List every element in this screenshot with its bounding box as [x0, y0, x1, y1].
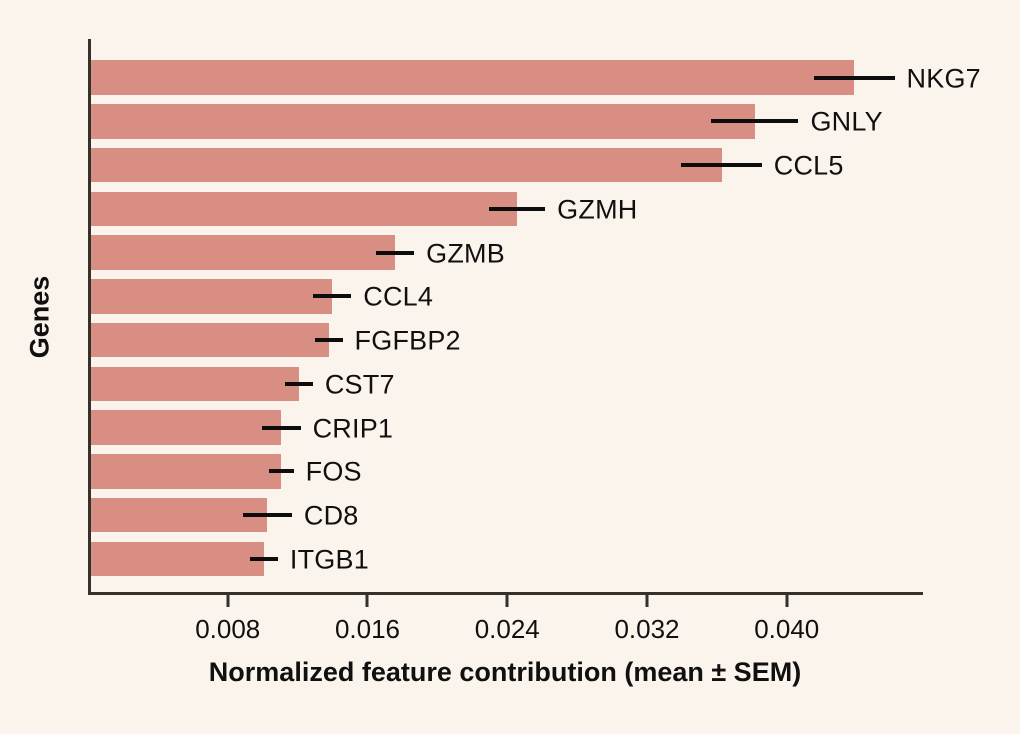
bar-ccl5	[91, 147, 722, 183]
x-axis-label: Normalized feature contribution (mean ± …	[208, 657, 802, 687]
error-bar-cst7	[284, 381, 313, 386]
gene-label-ccl4: CCL4	[363, 281, 434, 312]
gene-label-gzmh: GZMH	[557, 194, 638, 225]
gene-label-gnly: GNLY	[810, 106, 883, 137]
bar-fgfbp2	[91, 322, 329, 358]
x-tick-0.016	[365, 595, 369, 607]
bar-fos	[91, 454, 282, 489]
bar-ccl4	[91, 279, 333, 314]
error-bar-cd8	[242, 513, 292, 518]
gene-label-fgfbp2: FGFBP2	[354, 325, 461, 356]
gene-label-crip1: CRIP1	[312, 413, 394, 444]
error-bar-gnly	[711, 119, 799, 124]
x-tick-label-0.024: 0.024	[474, 614, 540, 644]
error-bar-ccl5	[681, 163, 762, 168]
bar-crip1	[91, 410, 282, 445]
bar-gzmh	[91, 191, 518, 227]
error-bar-gzmh	[489, 206, 546, 211]
error-bar-fos	[269, 469, 294, 474]
x-tick-0.008	[226, 595, 230, 607]
gene-label-ccl5: CCL5	[773, 150, 844, 181]
error-bar-ccl4	[312, 294, 352, 299]
x-tick-label-0.008: 0.008	[195, 614, 261, 644]
error-bar-fgfbp2	[314, 338, 343, 343]
bar-nkg7	[91, 60, 855, 95]
x-tick-label-0.032: 0.032	[614, 614, 680, 644]
x-tick-label-0.040: 0.040	[754, 614, 820, 644]
x-tick-0.040	[785, 595, 789, 607]
gene-label-itgb1: ITGB1	[289, 544, 369, 575]
plot-area: NKG7 GNLY CCL5 GZMH GZMB CCL4 FGFBP2 CST7 CRIP1 F…	[88, 39, 981, 595]
gene-label-nkg7: NKG7	[906, 63, 981, 93]
error-bar-nkg7	[814, 75, 895, 80]
x-tick-label-0.016: 0.016	[334, 614, 401, 644]
gene-label-fos: FOS	[305, 456, 362, 487]
bar-gzmb	[91, 235, 395, 270]
gene-label-cst7: CST7	[324, 369, 395, 400]
y-axis-label: Genes	[24, 275, 55, 359]
bar-gnly	[91, 104, 755, 139]
x-tick-0.024	[505, 595, 509, 607]
bar-itgb1	[91, 541, 264, 577]
gene-label-cd8: CD8	[303, 500, 359, 531]
gene-label-gzmb: GZMB	[426, 238, 505, 269]
error-bar-crip1	[262, 425, 301, 430]
bar-cst7	[91, 366, 299, 402]
error-bar-itgb1	[249, 556, 278, 561]
x-tick-0.032	[645, 595, 649, 607]
error-bar-gzmb	[375, 250, 415, 255]
bar-cd8	[91, 497, 268, 533]
